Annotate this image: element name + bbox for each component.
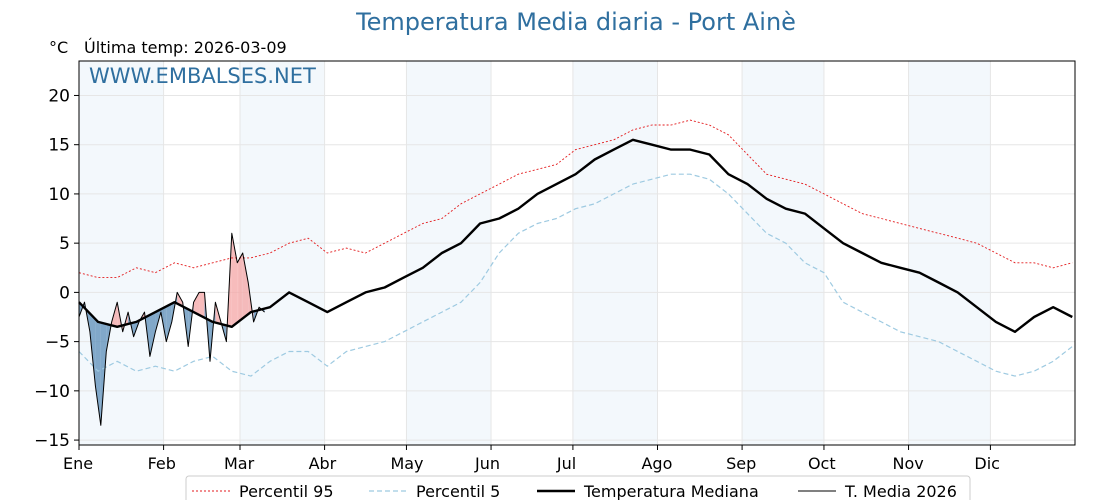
- x-tick-label: Feb: [148, 454, 176, 473]
- cold-anomaly-fill: [95, 319, 101, 426]
- month-bands: [79, 61, 991, 445]
- y-tick-label: −10: [34, 382, 70, 402]
- warm-anomaly-fill: [237, 253, 243, 323]
- series-line-temperatura-mediana: [78, 138, 1073, 333]
- warm-anomaly-fill: [193, 292, 200, 315]
- x-tick-label: Jul: [556, 454, 576, 473]
- month-band: [742, 61, 824, 445]
- series-line-percentil-5: [78, 173, 1073, 377]
- x-tick-label: Nov: [893, 454, 924, 473]
- series-lines: [78, 119, 1073, 426]
- legend: Percentil 95 Percentil 5 Temperatura Med…: [185, 475, 971, 500]
- y-tick-label: 20: [48, 86, 70, 106]
- month-band: [406, 61, 492, 445]
- chart-title: Temperatura Media diaria - Port Ainè: [356, 8, 796, 36]
- plot-frame: [78, 60, 1076, 446]
- y-tick-label: −5: [45, 333, 70, 353]
- legend-label-percentil-5: Percentil 5: [416, 482, 500, 500]
- y-tick-label: 15: [48, 136, 70, 156]
- legend-box: [185, 475, 971, 500]
- x-tick-label: Dic: [974, 454, 1000, 473]
- y-tick-label: −15: [34, 431, 70, 451]
- x-tick-label: Jun: [474, 454, 500, 473]
- y-tick-label: 10: [48, 185, 70, 205]
- month-band: [79, 61, 164, 445]
- x-tick-label: Mar: [224, 454, 255, 473]
- y-axis: −15 −10 −5 0 5 10 15 20: [34, 86, 79, 451]
- warm-anomaly-fill: [242, 253, 249, 319]
- x-tick-label: Ago: [641, 454, 672, 473]
- month-band: [572, 61, 658, 445]
- watermark: WWW.EMBALSES.NET: [89, 64, 316, 88]
- month-band: [908, 61, 991, 445]
- x-tick-label: Ene: [63, 454, 93, 473]
- x-tick-label: Abr: [309, 454, 337, 473]
- month-band: [239, 61, 325, 445]
- grid-lines: [78, 61, 1075, 445]
- cold-anomaly-fill: [100, 322, 107, 426]
- cold-anomaly-fill: [149, 312, 156, 357]
- series-line-t-media-2026: [78, 232, 265, 426]
- warm-anomaly-fill: [199, 292, 205, 318]
- y-tick-label: 0: [59, 283, 70, 303]
- last-temp-label: Última temp: 2026-03-09: [84, 38, 287, 57]
- x-tick-label: May: [390, 454, 423, 473]
- cold-anomaly-fill: [166, 303, 172, 342]
- x-tick-label: Sep: [726, 454, 756, 473]
- series-line-percentil-95: [78, 119, 1073, 279]
- legend-label-temperatura-mediana: Temperatura Mediana: [583, 482, 759, 500]
- x-tick-label: Oct: [808, 454, 836, 473]
- y-tick-label: 5: [59, 234, 70, 254]
- x-axis: Ene Feb Mar Abr May Jun Jul Ago Sep Oct Nov Dic: [63, 445, 1000, 473]
- y-unit-label: °C: [49, 38, 69, 57]
- legend-label-t-media-2026: T. Media 2026: [844, 482, 957, 500]
- legend-label-percentil-95: Percentil 95: [239, 482, 334, 500]
